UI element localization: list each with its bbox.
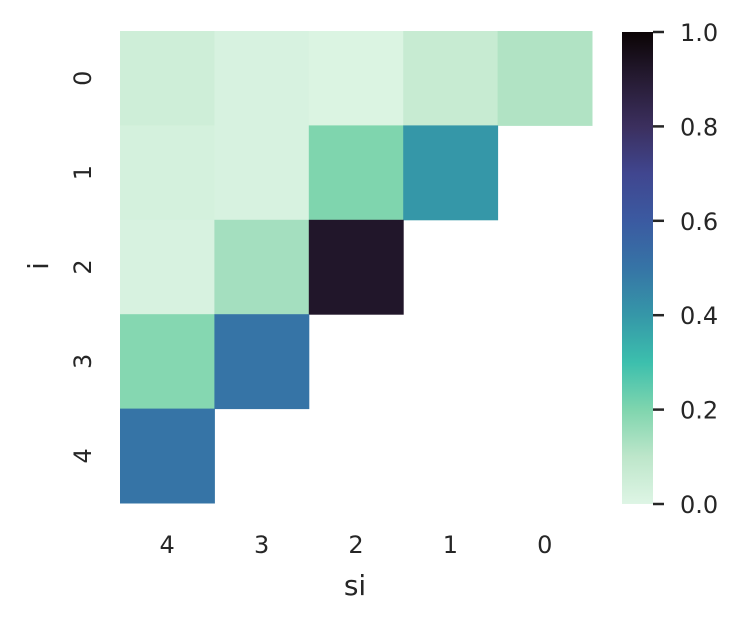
heatmap-cells <box>120 31 593 504</box>
y-tick-label: 2 <box>69 259 97 274</box>
heatmap-cell-r0-c1 <box>214 31 310 126</box>
colorbar: 0.0 0.2 0.4 0.6 0.8 1.0 <box>622 19 718 519</box>
x-tick-label: 1 <box>443 531 458 559</box>
x-tick-label: 2 <box>348 531 363 559</box>
heatmap-cell-r1-c2 <box>308 125 404 221</box>
y-tick-label: 0 <box>69 71 97 86</box>
heatmap-cell-r0-c4 <box>497 31 593 126</box>
colorbar-tick-label: 1.0 <box>680 19 718 47</box>
heatmap-cell-r2-c1 <box>214 219 310 315</box>
colorbar-tick-label: 0.4 <box>680 302 718 330</box>
heatmap-cell-r2-c0 <box>120 219 215 315</box>
y-tick-labels: 0 1 2 3 4 <box>69 71 97 464</box>
x-axis-label: si <box>344 569 366 602</box>
colorbar-tick-label: 0.6 <box>680 208 718 236</box>
colorbar-tick-label: 0.2 <box>680 397 718 425</box>
heatmap-cell-r1-c0 <box>120 125 215 221</box>
colorbar-tick-label: 0.8 <box>680 113 718 141</box>
heatmap-cell-r2-c2 <box>308 219 404 315</box>
colorbar-tick-label: 0.0 <box>680 491 718 519</box>
y-tick-label: 1 <box>69 165 97 180</box>
heatmap-cell-r0-c2 <box>308 31 404 126</box>
heatmap-cell-r0-c0 <box>120 31 215 126</box>
y-axis-label: i <box>22 262 55 270</box>
heatmap-cell-r1-c3 <box>403 125 499 221</box>
heatmap-cell-r3-c1 <box>214 314 310 410</box>
heatmap-cell-r4-c0 <box>120 408 215 504</box>
colorbar-ticks: 0.0 0.2 0.4 0.6 0.8 1.0 <box>653 19 718 519</box>
y-tick-label: 3 <box>69 354 97 369</box>
y-tick-label: 4 <box>69 448 97 463</box>
colorbar-gradient <box>622 32 653 504</box>
heatmap-cell-r0-c3 <box>403 31 499 126</box>
x-tick-label: 0 <box>537 531 552 559</box>
x-tick-label: 3 <box>254 531 269 559</box>
x-tick-labels: 4 3 2 1 0 <box>160 531 553 559</box>
heatmap-cell-r3-c0 <box>120 314 215 410</box>
x-tick-label: 4 <box>160 531 175 559</box>
heatmap-cell-r1-c1 <box>214 125 310 221</box>
